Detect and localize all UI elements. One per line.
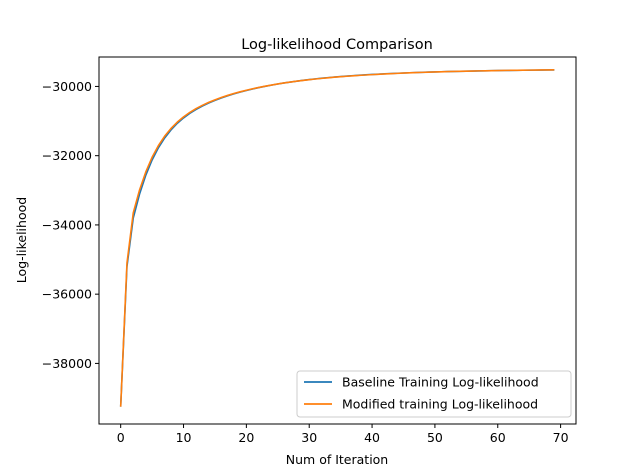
legend-label-modified: Modified training Log-likelihood: [342, 397, 538, 412]
x-tick-label: 60: [490, 430, 506, 445]
x-tick-label: 20: [238, 430, 254, 445]
x-tick-label: 10: [176, 430, 192, 445]
x-tick-label: 30: [301, 430, 317, 445]
x-tick-label: 50: [427, 430, 443, 445]
series-layer: [119, 69, 555, 407]
x-tick-label: 40: [364, 430, 380, 445]
y-axis-ticks: −38000 −36000 −34000 −32000 −30000: [42, 79, 99, 371]
x-axis-ticks: 0 10 20 30 40 50 60 70: [117, 424, 569, 445]
legend-box: [296, 370, 572, 418]
y-tick-label: −30000: [42, 79, 92, 94]
series-line-1: [119, 69, 555, 407]
legend-label-baseline: Baseline Training Log-likelihood: [342, 375, 539, 390]
y-tick-label: −36000: [42, 287, 92, 302]
x-tick-label: 0: [117, 430, 125, 445]
plot-frame: [98, 56, 577, 425]
y-tick-label: −32000: [42, 148, 92, 163]
y-tick-label: −34000: [42, 217, 92, 232]
x-axis-label: Num of Iteration: [286, 452, 388, 467]
legend: Baseline Training Log-likelihood Modifie…: [296, 370, 572, 418]
chart-title: Log-likelihood Comparison: [241, 37, 433, 53]
x-tick-label: 70: [553, 430, 569, 445]
y-axis-label: Log-likelihood: [14, 197, 29, 283]
y-tick-label: −38000: [42, 356, 92, 371]
